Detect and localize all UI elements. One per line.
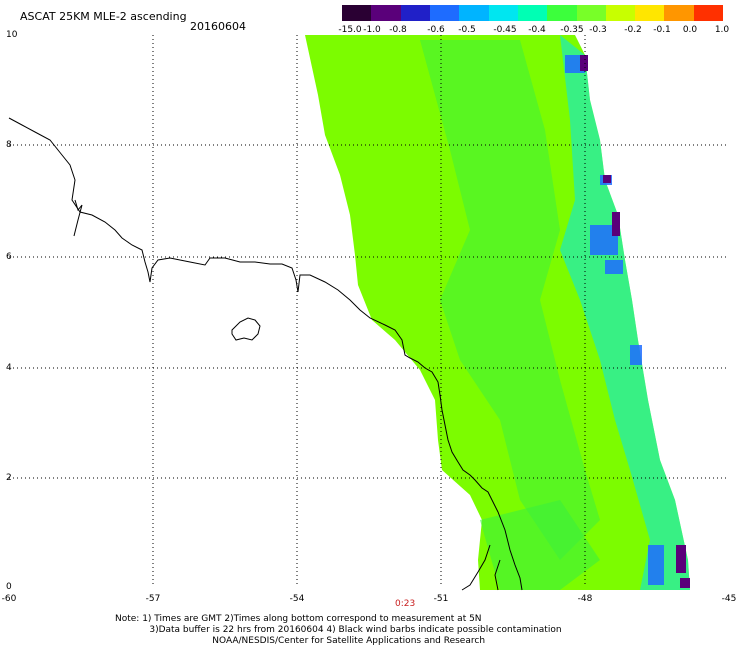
colorbar-swatch: [400, 5, 430, 21]
x-tick-label: -54: [289, 594, 305, 604]
swath-patch: [480, 500, 600, 590]
colorbar-label: -0.2: [624, 25, 642, 35]
x-tick-label: -51: [433, 594, 449, 604]
colorbar-swatch: [693, 5, 724, 21]
coastline-river: [494, 559, 501, 591]
colorbar-labels: -15.0 -1.0 -0.8 -0.6 -0.5 -0.45 -0.4 -0.35 -0.3 -…: [330, 25, 740, 37]
colorbar-label: -15.0: [338, 25, 362, 35]
swath-edge-dark: [680, 578, 690, 588]
colorbar-swatch: [664, 5, 694, 21]
footer-line-1: Note: 1) Times are GMT 2)Times along bot…: [115, 614, 482, 624]
colorbar-swatch: [576, 5, 606, 21]
y-tick-label: 2: [6, 473, 12, 483]
footer-note: Note: 1) Times are GMT 2)Times along bot…: [115, 614, 562, 647]
swath-patch: [420, 40, 600, 560]
map-date: 20160604: [190, 20, 246, 33]
y-tick-label: 10: [6, 30, 18, 40]
colorbar: [342, 5, 724, 21]
y-tick-label: 4: [6, 363, 12, 373]
colorbar-label: -0.3: [589, 25, 607, 35]
colorbar-label: 0.0: [682, 25, 698, 35]
swath-edge-dark: [580, 55, 588, 71]
colorbar-label: 1.0: [714, 25, 730, 35]
coastline: [8, 117, 523, 591]
swath-edge-dark: [603, 175, 611, 183]
colorbar-swatch: [547, 5, 577, 21]
swath-edge-blue: [648, 545, 664, 585]
colorbar-label: -0.35: [560, 25, 584, 35]
y-tick-label: 0: [6, 582, 12, 592]
time-label: 0:23: [395, 599, 416, 609]
x-tick-label: -60: [1, 594, 17, 604]
colorbar-label: -0.8: [389, 25, 407, 35]
colorbar-swatch: [342, 5, 372, 21]
footer-line-2: 3)Data buffer is 22 hrs from 20160604 4)…: [149, 625, 562, 635]
map-title: ASCAT 25KM MLE-2 ascending: [20, 10, 187, 23]
x-tick-label: -45: [721, 594, 737, 604]
swath-edge-blue: [605, 260, 623, 274]
colorbar-swatch: [517, 5, 548, 21]
coastline-inlet: [73, 199, 83, 237]
colorbar-swatch: [459, 5, 489, 21]
colorbar-swatch: [488, 5, 518, 21]
colorbar-swatch: [429, 5, 460, 21]
coastline-river: [461, 544, 491, 591]
footer-line-3: NOAA/NESDIS/Center for Satellite Applica…: [212, 636, 486, 646]
colorbar-label: -0.5: [458, 25, 476, 35]
colorbar-label: -0.1: [653, 25, 671, 35]
x-tick-label: -48: [577, 594, 593, 604]
colorbar-label: -0.45: [493, 25, 517, 35]
lake-outline: [231, 317, 261, 341]
swath-edge-dark: [676, 545, 686, 573]
colorbar-swatch: [605, 5, 636, 21]
colorbar-label: -0.4: [528, 25, 546, 35]
y-tick-label: 8: [6, 140, 12, 150]
swath-edge-dark: [612, 212, 620, 236]
x-tick-label: -57: [145, 594, 161, 604]
colorbar-label: -1.0: [363, 25, 381, 35]
swath-edge-blue: [630, 345, 642, 365]
colorbar-label: -0.6: [427, 25, 445, 35]
colorbar-swatch: [371, 5, 401, 21]
swath-edge-cyan: [560, 35, 690, 590]
y-tick-label: 6: [6, 252, 12, 262]
colorbar-swatch: [635, 5, 665, 21]
